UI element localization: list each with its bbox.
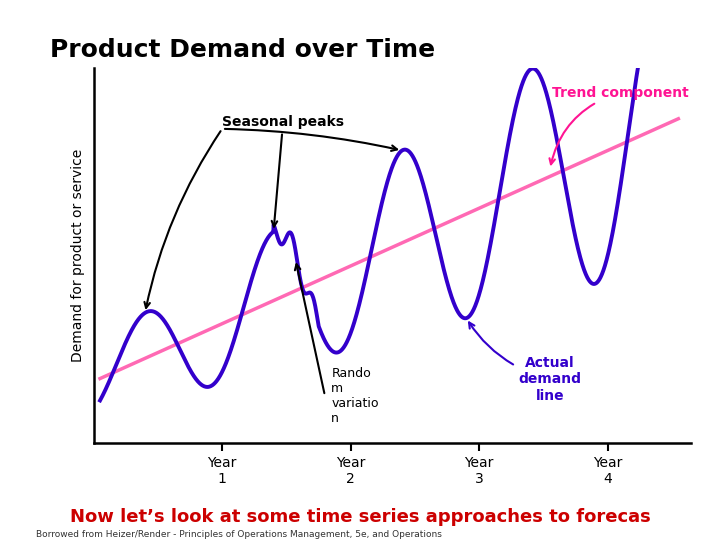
Text: Trend component: Trend component [549, 85, 689, 164]
Text: Rando
m
variatio
n: Rando m variatio n [331, 367, 379, 425]
Text: Borrowed from Heizer/Render - Principles of Operations Management, 5e, and Opera: Borrowed from Heizer/Render - Principles… [36, 530, 442, 539]
Text: Actual
demand
line: Actual demand line [469, 322, 581, 403]
Text: Now let’s look at some time series approaches to forecas: Now let’s look at some time series appro… [70, 509, 650, 526]
Text: Product Demand over Time: Product Demand over Time [50, 38, 436, 62]
Y-axis label: Demand for product or service: Demand for product or service [71, 148, 85, 362]
Text: Seasonal peaks: Seasonal peaks [222, 115, 344, 227]
